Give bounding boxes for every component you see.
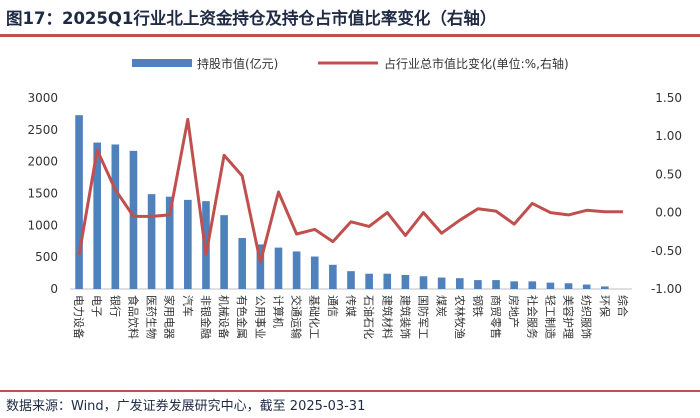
left-tick-label: 2000 bbox=[27, 155, 58, 169]
category-label: 综合 bbox=[616, 295, 630, 317]
category-label: 有色金属 bbox=[235, 295, 249, 339]
category-label: 煤炭 bbox=[435, 295, 448, 317]
category-label: 纺织服饰 bbox=[580, 295, 594, 339]
bar bbox=[383, 273, 392, 289]
category-label: 美容护理 bbox=[562, 295, 576, 339]
bar bbox=[600, 286, 609, 289]
category-label: 环保 bbox=[598, 295, 612, 317]
chart: 持股市值(亿元) 占行业总市值比变化(单位:%,右轴) 0 500 1000 1500… bbox=[27, 56, 682, 339]
bar bbox=[419, 276, 428, 289]
category-label: 基础化工 bbox=[308, 295, 322, 339]
bar-series bbox=[75, 115, 609, 289]
legend-line-label: 占行业总市值比变化(单位:%,右轴) bbox=[384, 56, 569, 71]
category-label: 非银金融 bbox=[199, 295, 213, 339]
category-label: 传媒 bbox=[344, 295, 357, 317]
chart-title: 图17：2025Q1行业北上资金持仓及持仓占市值比率变化（右轴） bbox=[6, 9, 497, 28]
category-label: 商贸零售 bbox=[489, 295, 503, 339]
category-label: 农林牧渔 bbox=[453, 295, 467, 339]
category-label: 社会服务 bbox=[525, 295, 539, 339]
category-label: 建筑装饰 bbox=[398, 295, 412, 339]
footer-divider bbox=[0, 390, 700, 392]
bar bbox=[184, 199, 192, 289]
category-label: 轻工制造 bbox=[543, 295, 557, 339]
bar bbox=[474, 280, 482, 289]
bar bbox=[93, 142, 102, 289]
category-label: 通信 bbox=[326, 295, 339, 317]
category-label: 机械设备 bbox=[217, 295, 231, 339]
bar bbox=[437, 277, 446, 289]
right-tick-label: 1.50 bbox=[655, 91, 682, 105]
bar bbox=[165, 196, 174, 289]
category-label: 公用事业 bbox=[253, 295, 266, 339]
bar bbox=[582, 284, 591, 289]
left-tick-label: 2500 bbox=[27, 123, 58, 137]
bar bbox=[365, 273, 373, 289]
right-tick-label: -1.00 bbox=[651, 282, 682, 296]
legend-bar-label: 持股市值(亿元) bbox=[197, 56, 278, 71]
category-label: 房地产 bbox=[507, 295, 521, 328]
left-tick-label: 1000 bbox=[27, 218, 58, 232]
line-series bbox=[77, 117, 624, 264]
category-label: 石油石化 bbox=[362, 295, 376, 339]
category-label: 医药生物 bbox=[145, 295, 159, 339]
bar bbox=[546, 282, 555, 289]
bar bbox=[564, 283, 573, 289]
right-tick-label: 0.50 bbox=[655, 167, 682, 181]
category-labels: 电力设备 电子 银行 食品饮料 医药生物 家用电器 汽车 非银金融 机械设备 有色金属 公用事业 计算… bbox=[72, 295, 630, 339]
category-label: 国防军工 bbox=[417, 295, 431, 339]
bar bbox=[75, 115, 83, 289]
left-tick-label: 1500 bbox=[27, 187, 58, 201]
category-label: 交通运输 bbox=[290, 295, 304, 339]
bar bbox=[347, 271, 355, 289]
title-divider bbox=[0, 34, 700, 37]
category-label: 家用电器 bbox=[163, 295, 177, 339]
category-label: 银行 bbox=[108, 295, 122, 317]
legend: 持股市值(亿元) 占行业总市值比变化(单位:%,右轴) bbox=[132, 56, 569, 71]
bar bbox=[111, 144, 120, 289]
bar bbox=[256, 244, 265, 289]
bar bbox=[220, 215, 228, 289]
bar bbox=[292, 251, 301, 289]
right-tick-label: 1.00 bbox=[655, 129, 682, 143]
category-label: 计算机 bbox=[271, 295, 285, 328]
right-axis: -1.00 -0.50 0.00 0.50 1.00 1.50 bbox=[651, 91, 682, 296]
category-label: 建筑材料 bbox=[380, 295, 394, 339]
bar bbox=[528, 281, 537, 289]
category-label: 钢铁 bbox=[471, 295, 484, 317]
right-tick-label: -0.50 bbox=[651, 244, 682, 258]
right-tick-label: 0.00 bbox=[655, 206, 682, 220]
legend-bar-swatch bbox=[132, 59, 192, 67]
left-tick-label: 3000 bbox=[27, 91, 58, 105]
category-label: 汽车 bbox=[181, 295, 195, 317]
category-label: 电子 bbox=[90, 295, 103, 317]
bar bbox=[238, 238, 247, 289]
left-tick-label: 0 bbox=[50, 282, 58, 296]
category-label: 食品饮料 bbox=[126, 295, 140, 339]
bar bbox=[510, 281, 518, 289]
bar bbox=[129, 150, 138, 289]
left-tick-label: 500 bbox=[35, 250, 58, 264]
bar bbox=[455, 278, 464, 289]
bar bbox=[401, 274, 410, 289]
line-path bbox=[77, 117, 623, 264]
bar bbox=[329, 264, 337, 289]
bar bbox=[310, 256, 319, 289]
category-label: 电力设备 bbox=[72, 295, 86, 339]
bar bbox=[274, 247, 283, 289]
source-note: 数据来源：Wind，广发证券发展研究中心，截至 2025-03-31 bbox=[6, 399, 366, 414]
bar bbox=[147, 194, 156, 289]
bar bbox=[492, 280, 500, 289]
